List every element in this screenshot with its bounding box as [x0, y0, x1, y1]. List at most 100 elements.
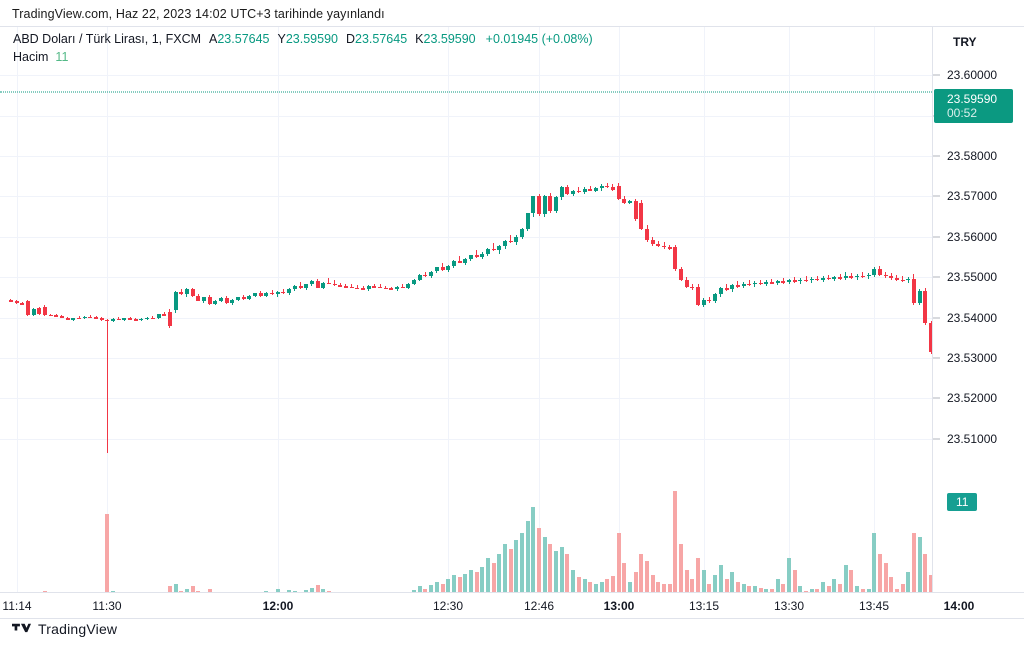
- candle-body: [537, 196, 542, 215]
- volume-bar: [735, 581, 740, 592]
- candle-body: [724, 288, 729, 290]
- candle-body: [417, 274, 422, 280]
- price-tick-dash: [933, 236, 940, 238]
- candle-wick: [402, 284, 404, 289]
- candle-body: [150, 317, 155, 320]
- grid-line-vertical: [17, 27, 18, 592]
- volume-bar: [906, 572, 911, 592]
- volume-bar: [616, 532, 621, 592]
- candle-body: [752, 282, 757, 285]
- candle-wick: [862, 272, 864, 278]
- candle-wick: [345, 283, 347, 288]
- volume-bar: [412, 589, 417, 592]
- candle-body: [520, 228, 525, 237]
- candle-body: [321, 282, 326, 288]
- grid-line-horizontal: [0, 357, 932, 359]
- volume-bar: [855, 586, 860, 592]
- volume-bar: [775, 579, 780, 592]
- volume-bar: [883, 563, 888, 592]
- candle-body: [383, 287, 388, 290]
- candle-body: [497, 246, 502, 251]
- candle-body: [894, 277, 899, 280]
- volume-bar: [514, 539, 519, 592]
- time-scale[interactable]: 11:14 11:30 12:00 12:30 12:46 13:00 13:15 13:30…: [0, 593, 1024, 619]
- grid-line-horizontal: [0, 115, 932, 117]
- candle-body: [792, 280, 797, 282]
- candle-body: [684, 279, 689, 287]
- time-tick-label: 12:00: [262, 599, 294, 613]
- volume-bar: [196, 591, 201, 592]
- candle-body: [42, 306, 47, 316]
- volume-bar: [696, 558, 701, 592]
- candle-body: [82, 316, 87, 319]
- candle-body: [20, 303, 25, 305]
- volume-bar: [207, 588, 212, 592]
- candle-wick: [163, 311, 165, 316]
- volume-bar: [474, 572, 479, 592]
- candle-body: [213, 300, 218, 305]
- candle-body: [440, 267, 445, 270]
- candle-body: [338, 285, 343, 287]
- tradingview-brand-text: TradingView: [38, 621, 118, 637]
- candle-body: [343, 286, 348, 288]
- candle-body: [451, 261, 456, 266]
- current-price-badge[interactable]: 23.59590 00:52: [934, 88, 1013, 123]
- volume-bar: [610, 575, 615, 592]
- volume-bar: [321, 588, 326, 592]
- volume-bar: [633, 572, 638, 592]
- candle-body: [713, 294, 718, 302]
- candle-body: [287, 289, 292, 294]
- candle-body: [582, 189, 587, 193]
- chart-plot-area[interactable]: [0, 27, 932, 592]
- price-tick-label: 23.52000: [947, 391, 998, 406]
- candle-body: [128, 318, 133, 320]
- candle-wick: [771, 278, 773, 285]
- candle-body: [855, 275, 860, 278]
- candle-body: [747, 283, 752, 286]
- candle-body: [474, 255, 479, 257]
- candle-body: [588, 189, 593, 191]
- price-tick-dash: [933, 357, 940, 359]
- volume-bar: [849, 570, 854, 592]
- volume-bar: [917, 537, 922, 592]
- volume-bar: [707, 584, 712, 592]
- volume-bar: [520, 532, 525, 592]
- price-tick-dash: [933, 155, 940, 157]
- price-tick-dash: [933, 397, 940, 399]
- volume-value-badge[interactable]: 11: [947, 493, 978, 511]
- candle-wick: [379, 284, 381, 289]
- candle-wick: [373, 283, 375, 288]
- candle-body: [190, 289, 195, 296]
- grid-line-vertical: [448, 27, 449, 592]
- volume-bar: [787, 558, 791, 592]
- candle-body: [781, 281, 786, 283]
- candle-body: [838, 277, 843, 279]
- volume-bar: [588, 581, 593, 592]
- grid-line-vertical: [278, 27, 279, 592]
- volume-bar: [480, 566, 485, 592]
- current-price-value: 23.59590: [947, 91, 998, 106]
- footer-branding: TradingView: [12, 621, 117, 637]
- volume-bar: [730, 572, 735, 592]
- candle-wick: [152, 315, 154, 319]
- candle-body: [849, 276, 854, 278]
- volume-bar: [713, 574, 718, 592]
- candle-body: [650, 239, 655, 245]
- time-tick-label: 11:30: [92, 599, 122, 613]
- candle-body: [730, 285, 735, 290]
- volume-bar: [576, 577, 581, 592]
- volume-bar: [872, 532, 877, 592]
- volume-bar: [326, 591, 331, 592]
- candle-body: [241, 297, 246, 299]
- volume-bar: [42, 591, 47, 592]
- volume-bar: [508, 549, 513, 592]
- volume-bar: [860, 588, 865, 592]
- candle-body: [224, 298, 229, 304]
- candle-body: [798, 279, 803, 282]
- candle-wick: [805, 276, 807, 282]
- price-scale[interactable]: TRY 23.6000023.5900023.5800023.5700023.5…: [932, 27, 1024, 592]
- candle-body: [446, 265, 451, 270]
- candle-wick: [828, 274, 830, 281]
- candle-body: [389, 288, 394, 290]
- candle-wick: [794, 277, 796, 283]
